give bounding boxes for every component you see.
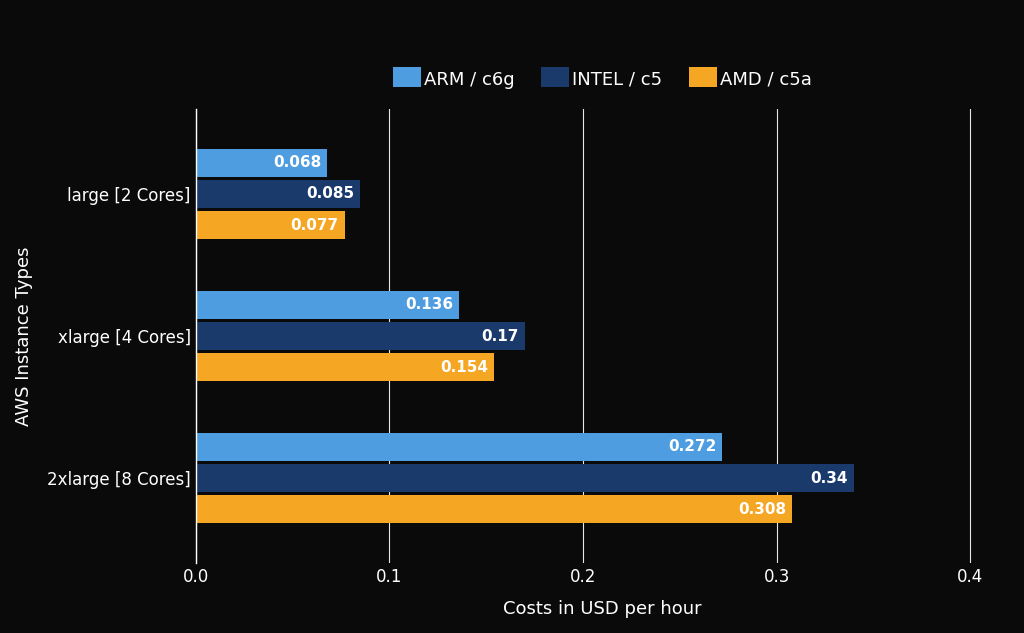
Text: 0.154: 0.154 — [440, 360, 488, 375]
Text: 0.136: 0.136 — [404, 298, 453, 312]
Text: 0.272: 0.272 — [668, 439, 717, 454]
Text: 0.34: 0.34 — [811, 470, 848, 486]
Text: 0.17: 0.17 — [481, 329, 519, 344]
Bar — [196, 149, 328, 177]
Bar — [196, 464, 854, 492]
Y-axis label: AWS Instance Types: AWS Instance Types — [15, 246, 33, 426]
Legend: ARM / c6g, INTEL / c5, AMD / c5a: ARM / c6g, INTEL / c5, AMD / c5a — [386, 63, 819, 96]
Bar — [196, 495, 793, 523]
Text: 0.068: 0.068 — [273, 155, 322, 170]
Bar — [196, 432, 722, 461]
Text: 0.085: 0.085 — [306, 187, 354, 201]
Bar — [196, 211, 345, 239]
Text: 0.077: 0.077 — [291, 218, 339, 233]
Bar — [196, 180, 360, 208]
Text: 0.308: 0.308 — [738, 502, 786, 517]
X-axis label: Costs in USD per hour: Costs in USD per hour — [503, 600, 701, 618]
Bar — [196, 322, 524, 350]
Bar — [196, 353, 494, 382]
Bar — [196, 291, 459, 319]
